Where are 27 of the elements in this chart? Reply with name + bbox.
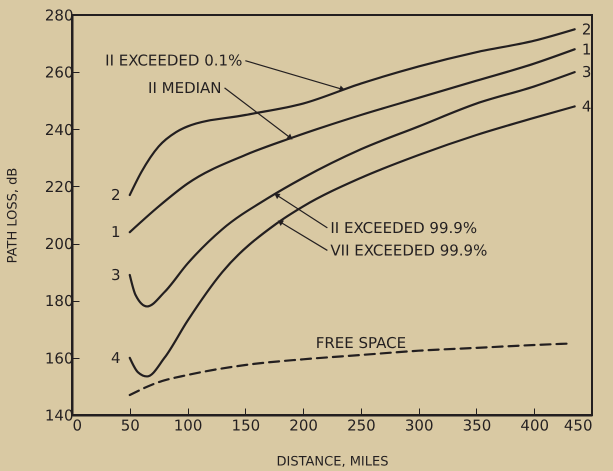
series-label: 1 — [582, 40, 592, 58]
series-label: 3 — [582, 63, 592, 82]
text: 4 — [111, 348, 121, 367]
x-tick-label: 50 — [120, 416, 140, 434]
text: 1 — [111, 223, 121, 242]
line-series — [128, 71, 576, 308]
x-tick-label: 450 — [564, 416, 592, 434]
annotation: II EXCEEDED 99.9% — [330, 218, 478, 237]
series-label: 4 — [582, 97, 592, 116]
x-tick-label: 300 — [404, 416, 434, 434]
x-tick-label: 250 — [347, 416, 376, 434]
x-tick-label: 350 — [462, 416, 492, 434]
y-axis-title: PATH LOSS, dB — [6, 168, 20, 264]
x-tick-label: 200 — [289, 416, 318, 434]
annotation: II EXCEEDED 0.1% — [105, 52, 242, 70]
annotation: VII EXCEEDED 99.9% — [330, 241, 488, 260]
x-tick-label: 150 — [232, 416, 260, 434]
series-label: 2 — [582, 20, 592, 38]
text: 3 — [111, 266, 121, 284]
x-tick-label: 100 — [174, 416, 202, 434]
x-tick-label: 400 — [520, 416, 550, 434]
series-label: FREE SPACE — [316, 334, 406, 352]
x-axis-title: DISTANCE, MILES — [276, 454, 388, 470]
annotation: II MEDIAN — [148, 78, 222, 97]
x-tick-label: 0 — [72, 416, 82, 434]
text: 2 — [111, 186, 121, 204]
line-series — [128, 105, 576, 378]
